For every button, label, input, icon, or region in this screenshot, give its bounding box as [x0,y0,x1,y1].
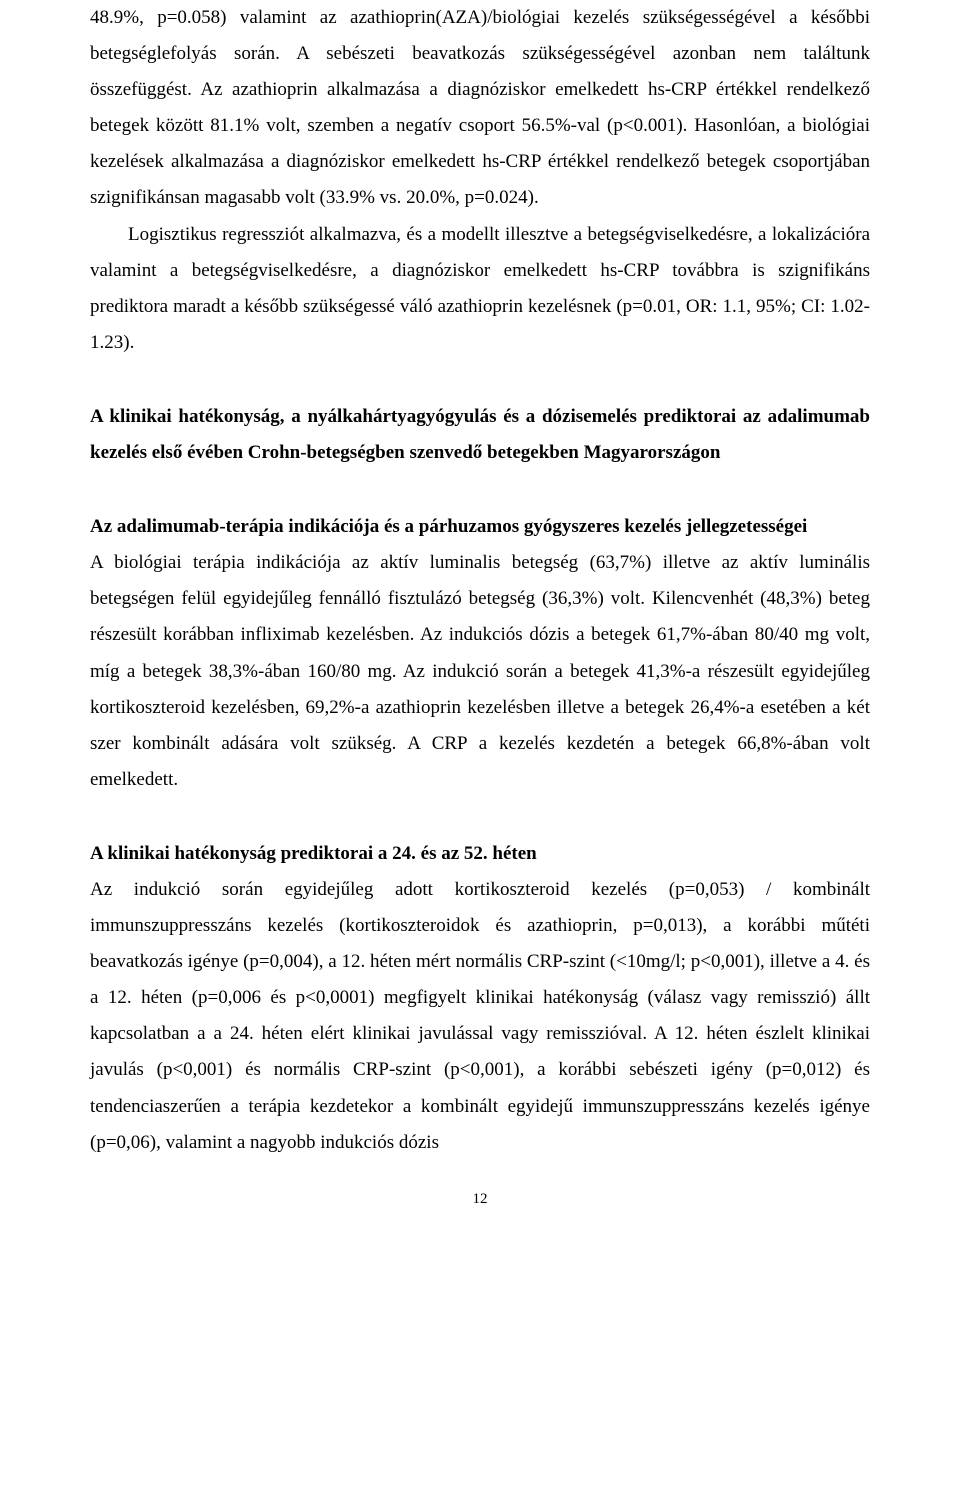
paragraph-1: 48.9%, p=0.058) valamint az azathioprin(… [90,0,870,217]
document-page: 48.9%, p=0.058) valamint az azathioprin(… [0,0,960,1509]
subsection-heading-1: Az adalimumab-terápia indikációja és a p… [90,509,870,545]
paragraph-3: A biológiai terápia indikációja az aktív… [90,545,870,798]
paragraph-2: Logisztikus regressziót alkalmazva, és a… [90,217,870,361]
paragraph-4: Az indukció során egyidejűleg adott kort… [90,872,870,1161]
section-heading-1: A klinikai hatékonyság, a nyálkahártyagy… [90,399,870,471]
spacer [90,798,870,836]
spacer [90,471,870,509]
spacer [90,361,870,399]
page-number: 12 [90,1191,870,1208]
subsection-heading-2: A klinikai hatékonyság prediktorai a 24.… [90,836,870,872]
